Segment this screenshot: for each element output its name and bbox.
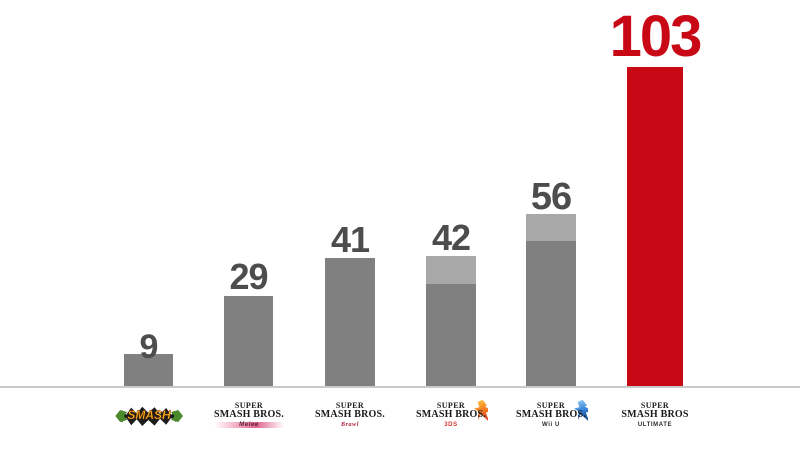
logo-sub-for3ds: 3DS [444,421,458,428]
x-axis-baseline [0,386,800,388]
bar-segment-base-forwiiu [526,241,576,386]
logo-line2-melee: SMASH BROS. [214,409,284,421]
logo-sub-brawl: Brawl [340,421,359,428]
logo-ultimate: SUPER SMASH BROS ULTIMATE [618,392,692,438]
logo-for3ds: SUPER SMASH BROS. 3DS [414,392,488,438]
logo-line1-melee: SUPER [234,400,264,410]
value-label-for3ds: 42 [431,217,471,258]
bar-segment-base-for3ds [426,284,476,386]
logo-line2-ultimate: SMASH BROS [621,409,689,421]
logo-melee: SUPER SMASH BROS. Melee [212,392,286,438]
bar-segment-additional-forwiiu [526,214,576,241]
logo-line1-forwiiu: SUPER [536,400,566,410]
bar-segment-base-melee [224,296,273,386]
value-label-brawl: 41 [330,219,370,260]
value-label-smash64: 9 [139,328,159,366]
logo-line2-forwiiu: SMASH BROS. [516,409,586,421]
bar-segment-base-ultimate [627,67,683,386]
smash-burst-icon [118,406,180,426]
value-label-melee: 29 [229,256,268,297]
logo-sub-melee: Melee [214,421,284,429]
logo-line2-for3ds: SMASH BROS. [416,409,486,421]
value-label-forwiiu: 56 [530,176,572,218]
bar-segment-base-brawl [325,258,375,386]
bar-ultimate [627,67,683,386]
value-label-ultimate: 103 [609,4,703,69]
bar-for3ds [426,256,476,386]
logo-forwiiu: SUPER SMASH BROS. Wii U [514,392,588,438]
bar-smash64 [124,354,173,386]
bar-forwiiu [526,214,576,386]
logo-sub-ultimate: ULTIMATE [637,421,673,428]
logo-line2-brawl: SMASH BROS. [315,409,385,421]
bar-segment-additional-for3ds [426,256,476,284]
bar-melee [224,296,273,386]
logo-text-smash64: SMASH [127,408,171,422]
bar-brawl [325,258,375,386]
logo-sub-forwiiu: Wii U [542,421,560,428]
logo-brawl: SUPER SMASH BROS. Brawl [313,392,387,438]
bar-segment-base-smash64 [124,354,173,386]
logo-smash64: SMASH [112,392,186,438]
logo-line1-brawl: SUPER [335,400,365,410]
logo-line1-ultimate: SUPER [640,400,670,410]
logo-line1-for3ds: SUPER [436,400,466,410]
smash-wing-left-icon [115,410,128,422]
